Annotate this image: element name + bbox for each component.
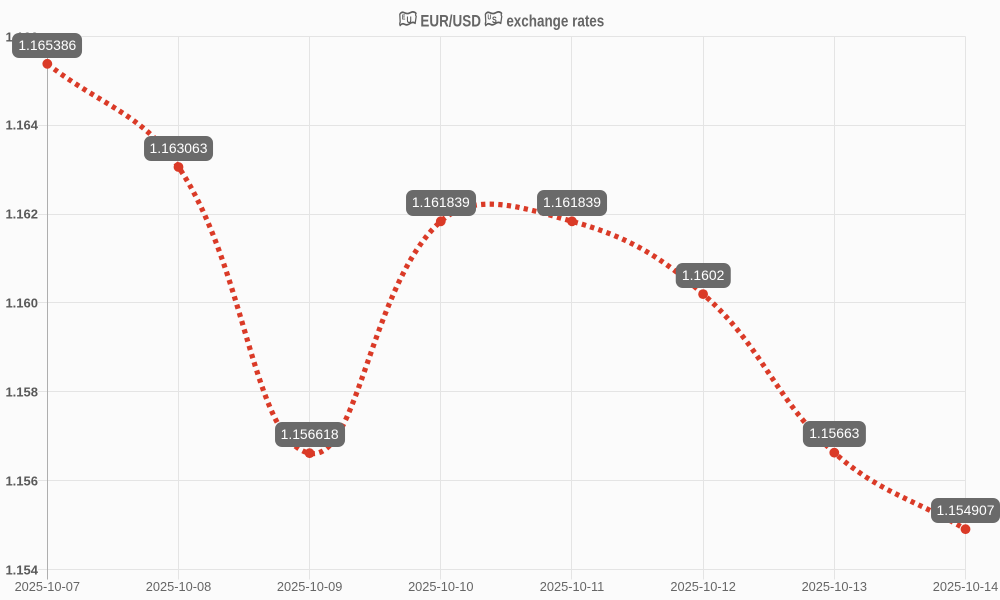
svg-text:U: U (406, 14, 411, 25)
svg-text:U: U (488, 14, 492, 22)
svg-text:E: E (402, 14, 405, 22)
svg-text:S: S (492, 14, 497, 25)
